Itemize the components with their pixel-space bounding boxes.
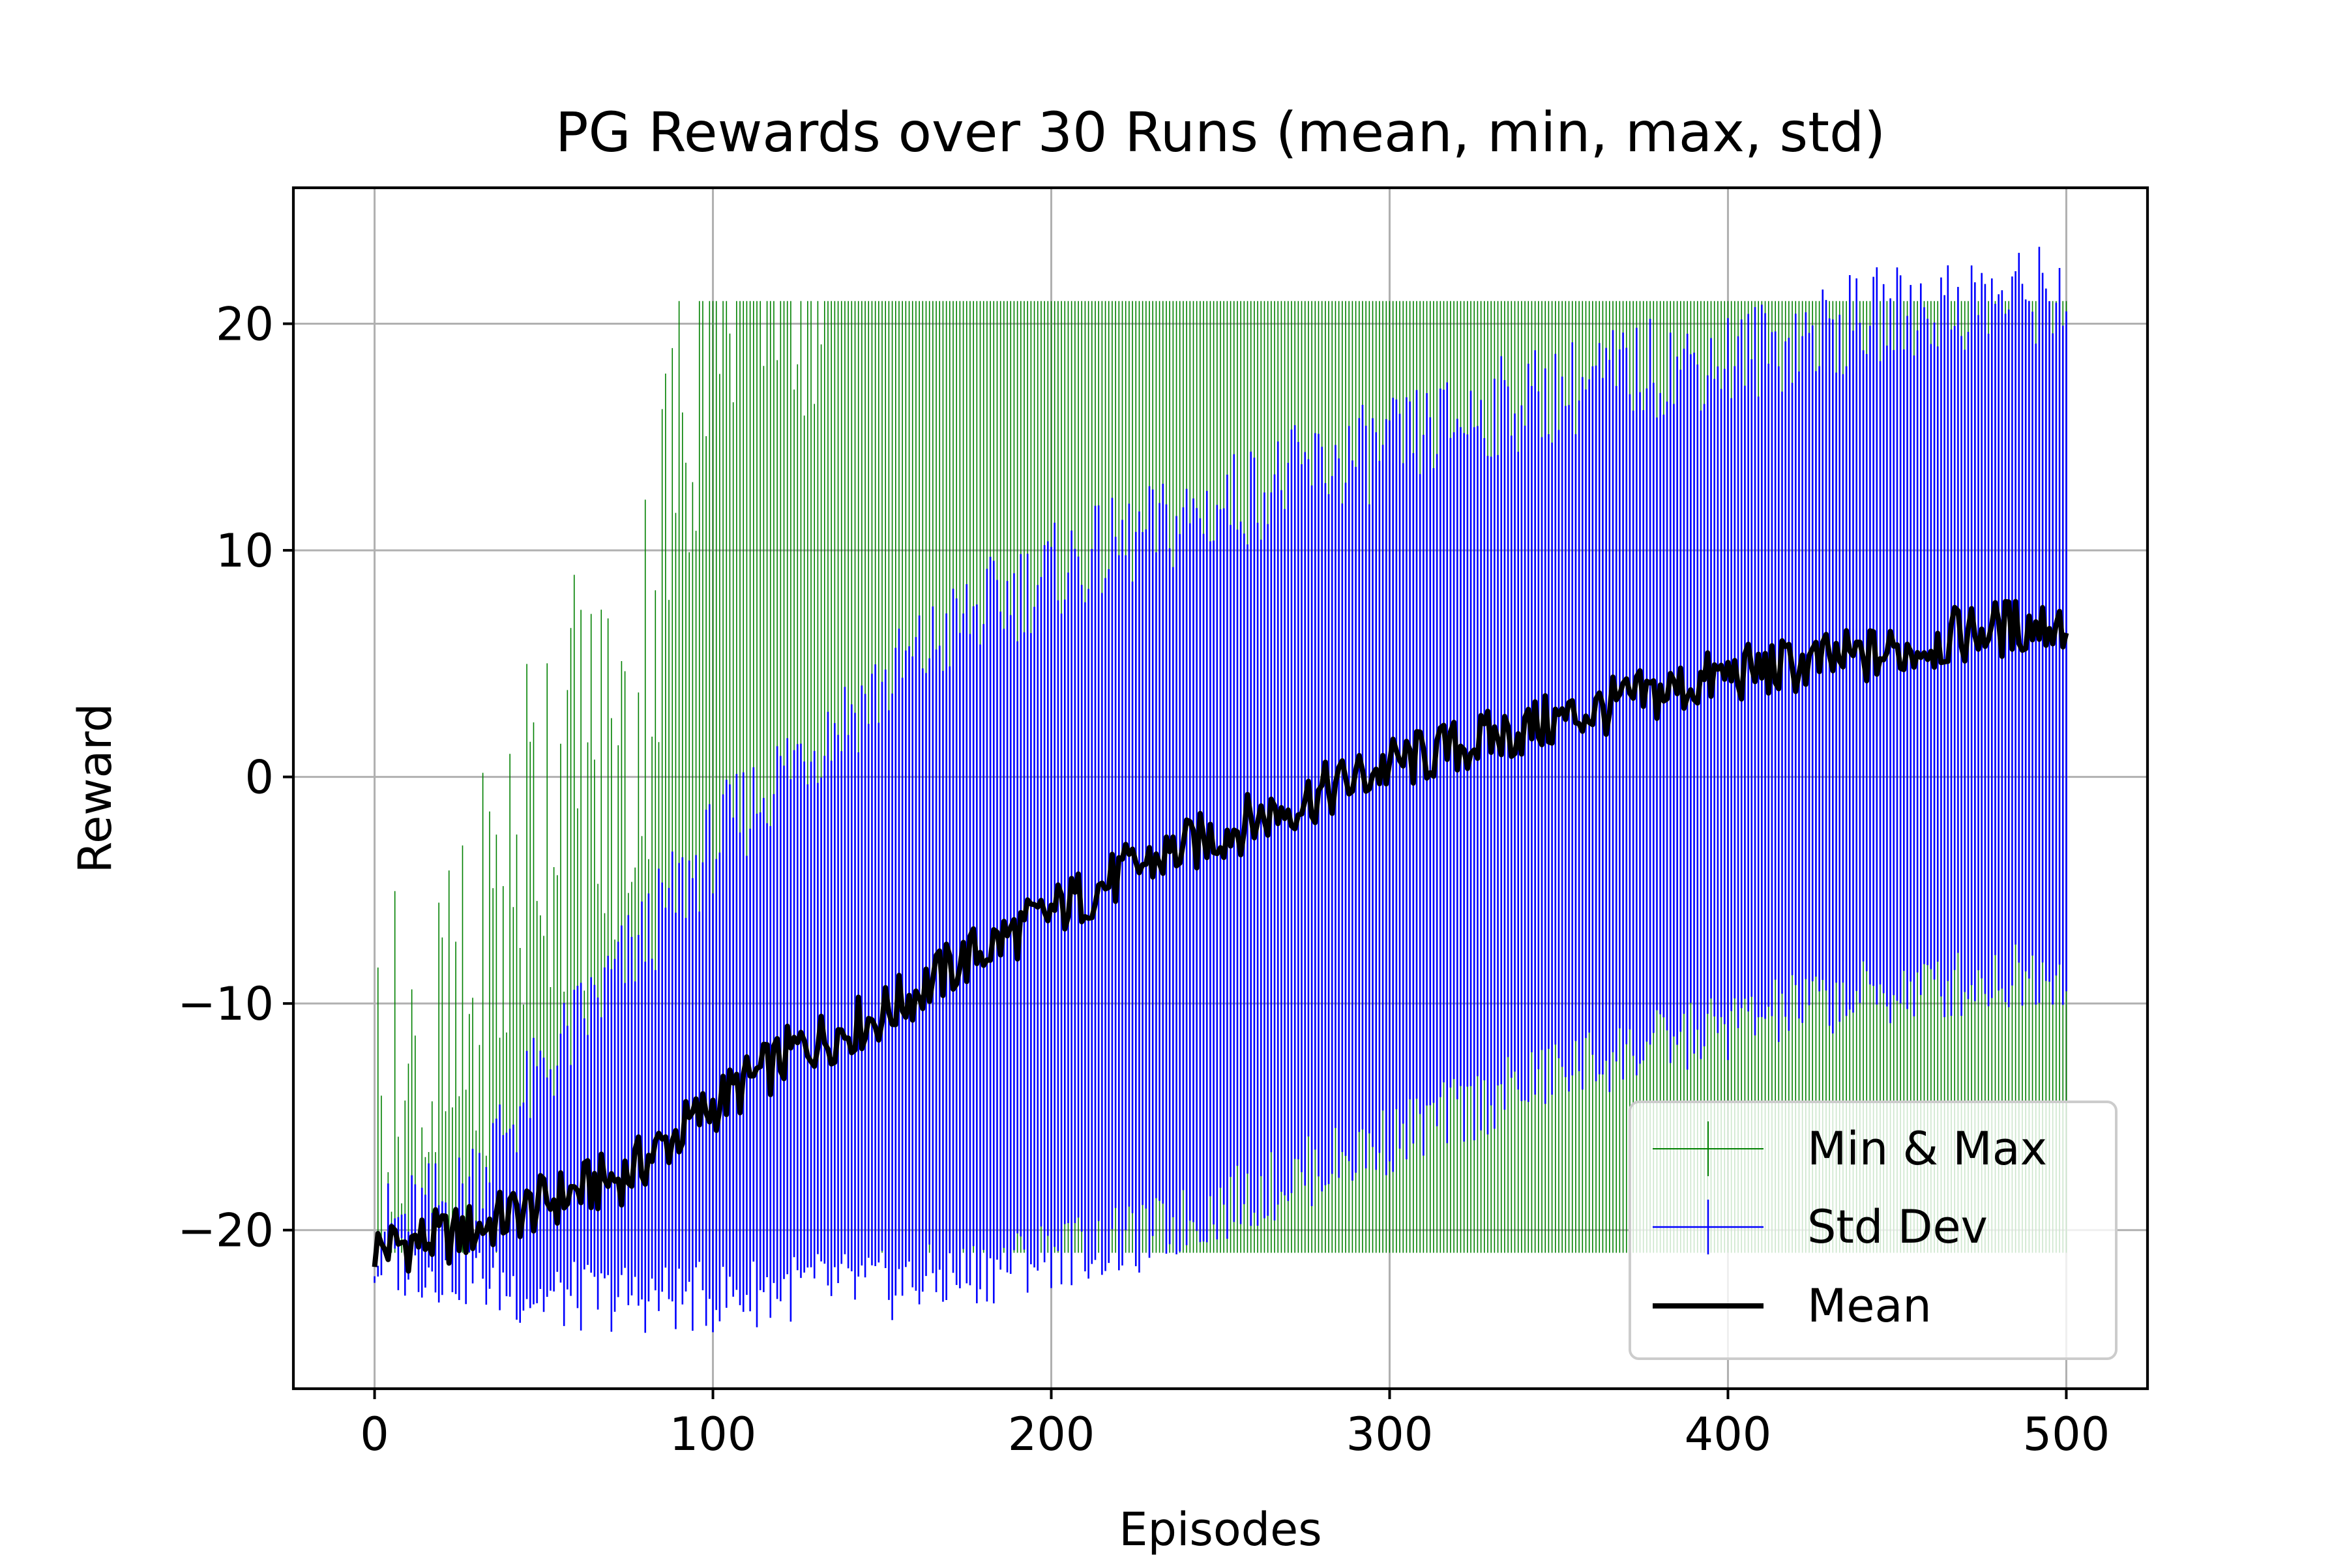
plot-frame <box>291 186 2149 1391</box>
x-tick-label: 200 <box>1008 1408 1095 1461</box>
y-axis-ticks: −20 −10 0 10 20 <box>177 298 293 1258</box>
x-tick-label: 500 <box>2023 1408 2110 1461</box>
y-tick-label: −10 <box>177 977 274 1031</box>
chart-title: PG Rewards over 30 Runs (mean, min, max,… <box>555 100 1885 164</box>
x-tick-label: 400 <box>1685 1408 1772 1461</box>
mean-series-line <box>372 599 2069 1274</box>
legend-stddev-label: Std Dev <box>1807 1200 1988 1254</box>
std-dev-errorbars <box>374 246 2067 1333</box>
x-tick-label: 0 <box>360 1408 389 1461</box>
y-tick-label: −20 <box>177 1204 274 1258</box>
mean-line <box>372 599 2069 1274</box>
y-axis-label: Reward <box>68 703 122 874</box>
y-tick-label: 20 <box>216 298 274 351</box>
x-tick-label: 100 <box>670 1408 757 1461</box>
y-tick-label: 10 <box>216 524 274 578</box>
legend-box <box>1629 1101 2118 1360</box>
x-axis-label: Episodes <box>1119 1503 1321 1556</box>
legend-minmax-label: Min & Max <box>1807 1122 2047 1176</box>
legend: Min & Max Std Dev Mean <box>1629 1101 2118 1360</box>
y-tick-label: 0 <box>244 751 274 805</box>
x-tick-label: 300 <box>1346 1408 1434 1461</box>
x-axis-ticks: 0 100 200 300 400 500 <box>360 1389 2110 1461</box>
legend-mean-label: Mean <box>1807 1279 1932 1333</box>
